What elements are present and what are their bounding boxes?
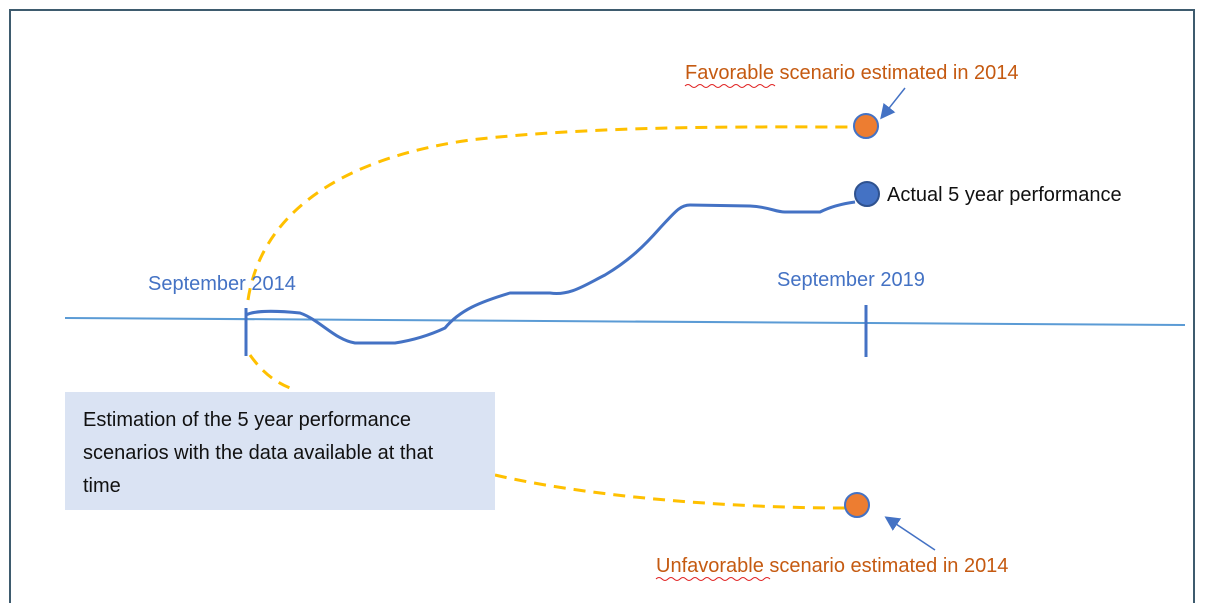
arrow-unfavorable: [884, 516, 936, 551]
favorable-dot: [853, 113, 879, 139]
spell-underline: [684, 84, 776, 88]
timeline: [64, 317, 1186, 326]
end-label: September 2019: [777, 269, 925, 291]
spell-underline: [655, 577, 771, 581]
favorable-curve: [246, 125, 856, 301]
frame: [9, 9, 1195, 603]
unfavorable-dot: [844, 492, 870, 518]
start-label: September 2014: [148, 273, 296, 295]
note-box: Estimation of the 5 year performance sce…: [65, 392, 495, 510]
favorable-label: Favorable scenario estimated in 2014: [685, 62, 1019, 84]
actual-dot: [854, 181, 880, 207]
unfavorable-label: Unfavorable scenario estimated in 2014: [656, 555, 1008, 577]
actual-label: Actual 5 year performance: [887, 184, 1122, 206]
arrow-favorable: [880, 87, 906, 120]
performance-line: [245, 200, 856, 345]
unfavorable-curve: [248, 354, 846, 510]
